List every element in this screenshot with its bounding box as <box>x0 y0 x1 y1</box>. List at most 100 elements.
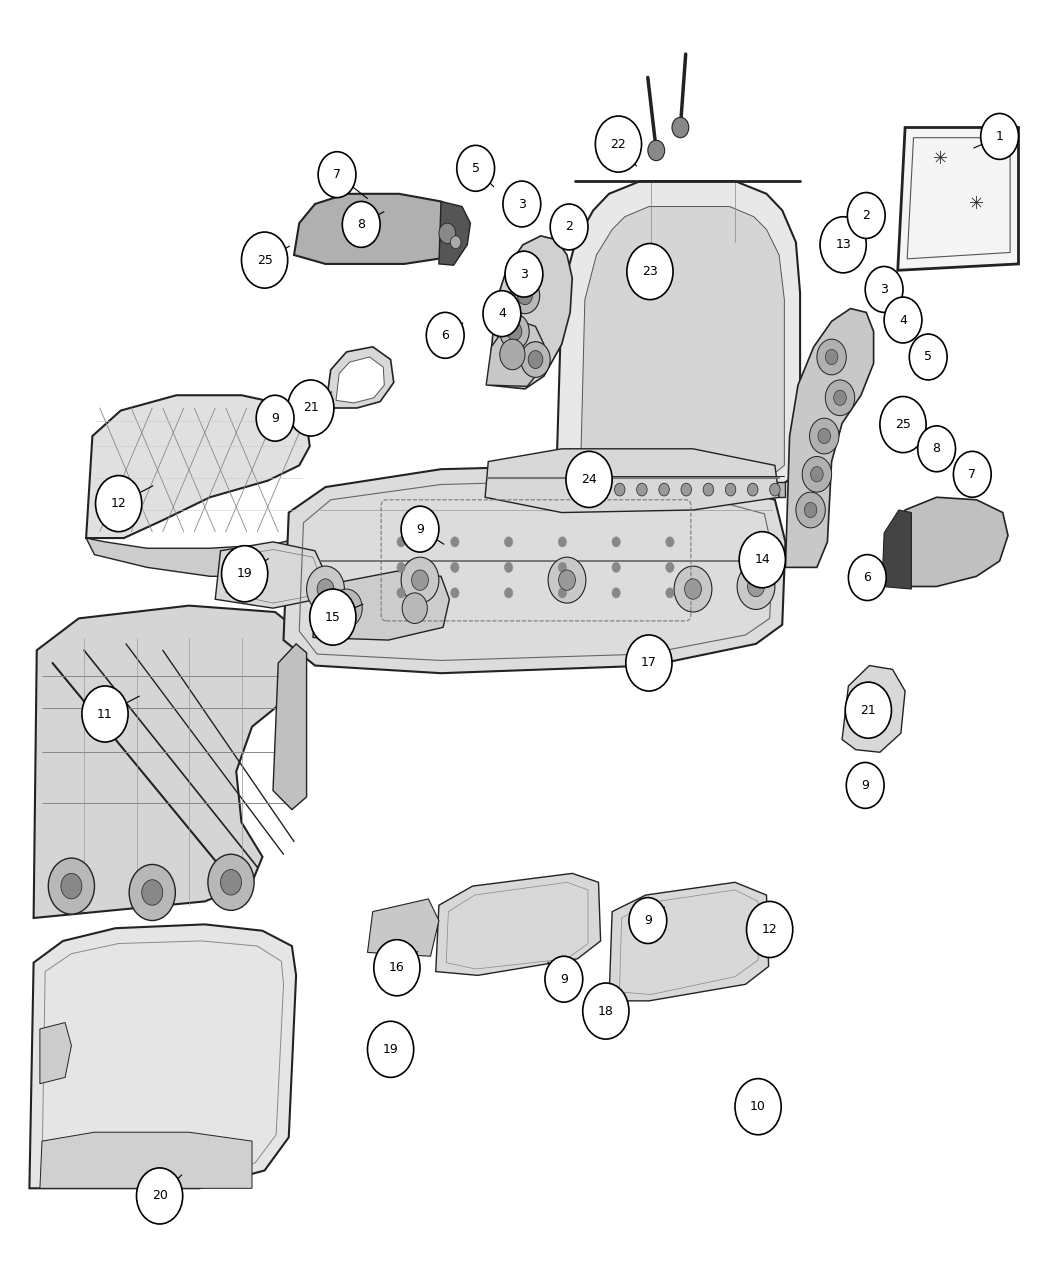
Text: ✳: ✳ <box>969 195 984 213</box>
Circle shape <box>317 579 334 599</box>
Circle shape <box>402 593 427 623</box>
Circle shape <box>450 537 459 547</box>
Circle shape <box>666 588 674 598</box>
Circle shape <box>208 854 254 910</box>
Text: 9: 9 <box>560 973 568 986</box>
Polygon shape <box>40 1132 252 1188</box>
Circle shape <box>612 562 621 572</box>
Text: 6: 6 <box>863 571 871 584</box>
Circle shape <box>401 557 439 603</box>
Circle shape <box>739 532 785 588</box>
Polygon shape <box>882 497 1008 586</box>
Text: 16: 16 <box>388 961 404 974</box>
Polygon shape <box>439 201 470 265</box>
Text: 25: 25 <box>256 254 273 266</box>
Polygon shape <box>556 181 800 484</box>
Circle shape <box>636 483 647 496</box>
Text: 20: 20 <box>151 1190 168 1202</box>
Circle shape <box>142 880 163 905</box>
Polygon shape <box>86 536 310 576</box>
Circle shape <box>825 349 838 365</box>
Text: 18: 18 <box>597 1005 614 1017</box>
Circle shape <box>342 201 380 247</box>
Text: 4: 4 <box>498 307 506 320</box>
Circle shape <box>397 588 405 598</box>
Circle shape <box>397 537 405 547</box>
Text: 15: 15 <box>324 611 341 623</box>
Text: ✳: ✳ <box>933 150 948 168</box>
Circle shape <box>256 395 294 441</box>
Polygon shape <box>40 1023 71 1084</box>
Circle shape <box>909 334 947 380</box>
Circle shape <box>810 418 839 454</box>
Circle shape <box>545 956 583 1002</box>
Circle shape <box>412 570 428 590</box>
Text: 23: 23 <box>643 265 657 278</box>
Text: 11: 11 <box>97 708 113 720</box>
Circle shape <box>595 116 642 172</box>
Circle shape <box>981 113 1018 159</box>
Circle shape <box>439 223 456 244</box>
Circle shape <box>559 588 567 598</box>
Polygon shape <box>368 899 439 956</box>
Text: 14: 14 <box>754 553 770 566</box>
Text: 25: 25 <box>895 418 911 431</box>
Circle shape <box>48 858 94 914</box>
Text: 24: 24 <box>582 473 597 486</box>
Text: 8: 8 <box>357 218 365 231</box>
Circle shape <box>802 456 832 492</box>
Circle shape <box>627 244 673 300</box>
Polygon shape <box>485 449 779 513</box>
Circle shape <box>559 562 567 572</box>
Text: 22: 22 <box>610 138 626 150</box>
Polygon shape <box>842 666 905 752</box>
Circle shape <box>880 397 926 453</box>
Text: 2: 2 <box>565 221 573 233</box>
Text: 7: 7 <box>968 468 976 481</box>
Circle shape <box>658 483 669 496</box>
Polygon shape <box>436 873 601 975</box>
Polygon shape <box>609 882 769 1001</box>
Text: 19: 19 <box>383 1043 399 1056</box>
Text: 5: 5 <box>924 351 932 363</box>
Circle shape <box>310 589 356 645</box>
Circle shape <box>331 589 362 627</box>
Text: 2: 2 <box>862 209 870 222</box>
Text: 21: 21 <box>860 704 876 717</box>
Circle shape <box>626 635 672 691</box>
Text: 13: 13 <box>836 238 852 251</box>
Circle shape <box>233 564 254 589</box>
Circle shape <box>500 314 529 349</box>
Circle shape <box>747 901 793 958</box>
Circle shape <box>96 476 142 532</box>
Circle shape <box>704 483 714 496</box>
Text: 9: 9 <box>861 779 869 792</box>
Circle shape <box>674 566 712 612</box>
Circle shape <box>550 204 588 250</box>
Circle shape <box>505 251 543 297</box>
Circle shape <box>426 312 464 358</box>
Circle shape <box>559 537 567 547</box>
Polygon shape <box>581 207 784 476</box>
Text: 12: 12 <box>111 497 127 510</box>
Circle shape <box>61 873 82 899</box>
Circle shape <box>242 232 288 288</box>
Circle shape <box>504 588 512 598</box>
Polygon shape <box>336 357 384 403</box>
Circle shape <box>737 564 775 609</box>
Text: 9: 9 <box>416 523 424 536</box>
Text: 6: 6 <box>441 329 449 342</box>
Circle shape <box>129 864 175 921</box>
Circle shape <box>953 451 991 497</box>
Circle shape <box>450 236 461 249</box>
Circle shape <box>612 537 621 547</box>
Circle shape <box>136 1168 183 1224</box>
Circle shape <box>672 117 689 138</box>
Circle shape <box>770 483 780 496</box>
Polygon shape <box>326 347 394 408</box>
Circle shape <box>804 502 817 518</box>
Circle shape <box>748 483 758 496</box>
Polygon shape <box>882 510 911 589</box>
Circle shape <box>528 351 543 368</box>
Text: 19: 19 <box>237 567 252 580</box>
